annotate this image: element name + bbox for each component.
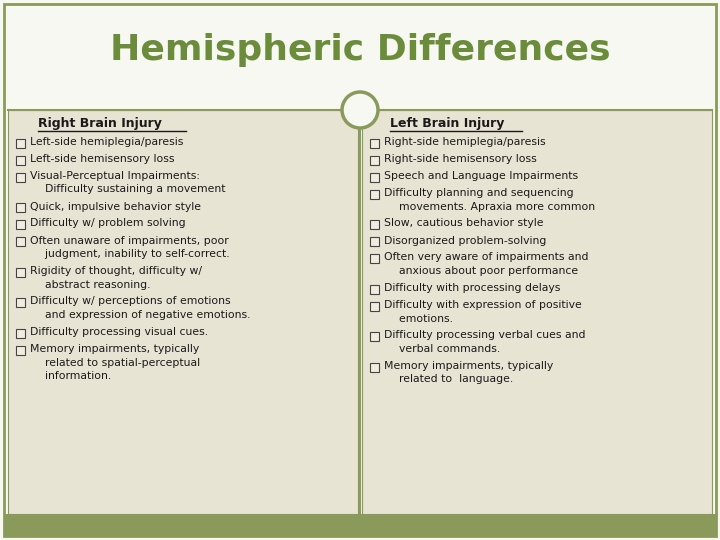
FancyBboxPatch shape	[16, 156, 25, 165]
FancyBboxPatch shape	[370, 301, 379, 310]
FancyBboxPatch shape	[4, 514, 716, 536]
Text: information.: information.	[38, 371, 112, 381]
Text: abstract reasoning.: abstract reasoning.	[38, 280, 150, 289]
Text: Memory impairments, typically: Memory impairments, typically	[30, 344, 199, 354]
Text: Often unaware of impairments, poor: Often unaware of impairments, poor	[30, 235, 229, 246]
Text: Difficulty processing visual cues.: Difficulty processing visual cues.	[30, 327, 208, 337]
FancyBboxPatch shape	[370, 332, 379, 341]
FancyBboxPatch shape	[370, 138, 379, 147]
Text: Left Brain Injury: Left Brain Injury	[390, 118, 505, 131]
FancyBboxPatch shape	[16, 220, 25, 229]
FancyBboxPatch shape	[370, 285, 379, 294]
Text: Left-side hemiplegia/paresis: Left-side hemiplegia/paresis	[30, 137, 184, 147]
Text: Difficulty with processing delays: Difficulty with processing delays	[384, 283, 560, 293]
Text: Right Brain Injury: Right Brain Injury	[38, 118, 162, 131]
Text: Memory impairments, typically: Memory impairments, typically	[384, 361, 553, 371]
FancyBboxPatch shape	[370, 362, 379, 372]
Text: Disorganized problem-solving: Disorganized problem-solving	[384, 235, 546, 246]
FancyBboxPatch shape	[4, 4, 716, 536]
Text: Difficulty sustaining a movement: Difficulty sustaining a movement	[38, 185, 225, 194]
FancyBboxPatch shape	[16, 237, 25, 246]
Text: Right-side hemisensory loss: Right-side hemisensory loss	[384, 154, 536, 164]
Text: emotions.: emotions.	[392, 314, 453, 323]
FancyBboxPatch shape	[16, 298, 25, 307]
FancyBboxPatch shape	[370, 254, 379, 263]
FancyBboxPatch shape	[16, 328, 25, 338]
Circle shape	[342, 92, 378, 128]
Text: Rigidity of thought, difficulty w/: Rigidity of thought, difficulty w/	[30, 266, 202, 276]
Text: and expression of negative emotions.: and expression of negative emotions.	[38, 310, 251, 320]
Text: judgment, inability to self-correct.: judgment, inability to self-correct.	[38, 249, 230, 259]
Text: Difficulty processing verbal cues and: Difficulty processing verbal cues and	[384, 330, 585, 341]
FancyBboxPatch shape	[370, 237, 379, 246]
Text: Left-side hemisensory loss: Left-side hemisensory loss	[30, 154, 174, 164]
FancyBboxPatch shape	[16, 138, 25, 147]
Text: verbal commands.: verbal commands.	[392, 344, 500, 354]
FancyBboxPatch shape	[16, 267, 25, 276]
Text: Slow, cautious behavior style: Slow, cautious behavior style	[384, 219, 544, 228]
Text: Quick, impulsive behavior style: Quick, impulsive behavior style	[30, 201, 201, 212]
Text: movements. Apraxia more common: movements. Apraxia more common	[392, 201, 595, 212]
Text: Right-side hemiplegia/paresis: Right-side hemiplegia/paresis	[384, 137, 546, 147]
Text: Difficulty planning and sequencing: Difficulty planning and sequencing	[384, 188, 574, 198]
FancyBboxPatch shape	[16, 172, 25, 181]
Text: anxious about poor performance: anxious about poor performance	[392, 266, 578, 276]
FancyBboxPatch shape	[370, 156, 379, 165]
Text: Speech and Language Impairments: Speech and Language Impairments	[384, 171, 578, 181]
Text: Visual-Perceptual Impairments:: Visual-Perceptual Impairments:	[30, 171, 200, 181]
FancyBboxPatch shape	[362, 110, 712, 514]
Text: related to  language.: related to language.	[392, 375, 513, 384]
Text: Difficulty with expression of positive: Difficulty with expression of positive	[384, 300, 582, 310]
Text: Often very aware of impairments and: Often very aware of impairments and	[384, 253, 588, 262]
Text: Difficulty w/ problem solving: Difficulty w/ problem solving	[30, 219, 186, 228]
FancyBboxPatch shape	[370, 220, 379, 229]
FancyBboxPatch shape	[370, 190, 379, 199]
FancyBboxPatch shape	[16, 346, 25, 354]
Text: Difficulty w/ perceptions of emotions: Difficulty w/ perceptions of emotions	[30, 296, 230, 307]
FancyBboxPatch shape	[16, 203, 25, 212]
Text: Hemispheric Differences: Hemispheric Differences	[109, 33, 611, 67]
Text: related to spatial-perceptual: related to spatial-perceptual	[38, 357, 200, 368]
FancyBboxPatch shape	[370, 172, 379, 181]
FancyBboxPatch shape	[8, 110, 358, 514]
